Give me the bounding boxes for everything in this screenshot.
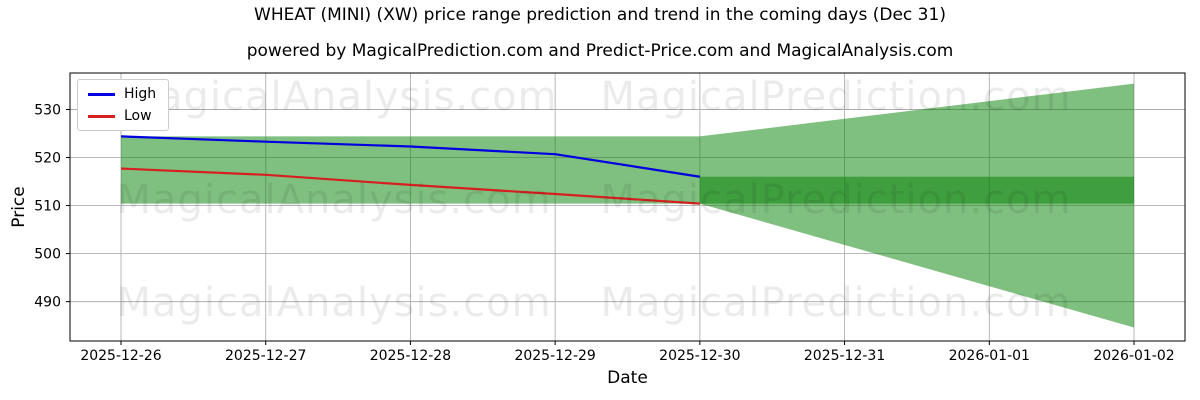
y-tick-label: 530 xyxy=(34,103,61,119)
x-axis-label: Date xyxy=(607,368,648,388)
y-tick-label: 520 xyxy=(34,151,61,167)
series-line-low xyxy=(120,167,700,205)
legend-label-high: High xyxy=(124,86,157,102)
legend-line-high xyxy=(88,92,115,96)
x-tick-label: 2025-12-29 xyxy=(514,348,595,364)
x-tick-label: 2025-12-26 xyxy=(80,348,161,364)
watermark-text: MagicalAnalysis.com xyxy=(116,177,552,223)
watermark-text: MagicalPrediction.com xyxy=(600,280,1072,326)
x-tick-label: 2026-01-01 xyxy=(949,348,1030,364)
x-tick-label: 2026-01-02 xyxy=(1093,348,1174,364)
chart-subtitle: powered by MagicalPrediction.com and Pre… xyxy=(246,41,954,61)
watermark-text: MagicalAnalysis.com xyxy=(116,280,552,326)
x-tick-label: 2025-12-31 xyxy=(804,348,885,364)
y-tick-label: 500 xyxy=(34,247,61,263)
legend-line-low xyxy=(88,114,115,118)
legend-item-high: High xyxy=(88,87,156,101)
watermark-text: MagicalPrediction.com xyxy=(600,74,1072,120)
series-line-high xyxy=(120,135,701,178)
y-axis-label: Price xyxy=(9,186,29,228)
legend-label-low: Low xyxy=(124,108,152,124)
chart-title: WHEAT (MINI) (XW) price range prediction… xyxy=(254,5,946,25)
legend-item-low: Low xyxy=(88,109,156,123)
plot-border xyxy=(69,72,1186,342)
watermark-text: MagicalAnalysis.com xyxy=(122,74,558,120)
x-tick-label: 2025-12-27 xyxy=(225,348,306,364)
y-tick-label: 490 xyxy=(34,295,61,311)
watermark-text: MagicalPrediction.com xyxy=(600,177,1072,223)
legend: High Low xyxy=(77,79,170,131)
y-tick-label: 510 xyxy=(34,199,61,215)
trend-band xyxy=(699,176,1134,204)
x-tick-label: 2025-12-30 xyxy=(659,348,740,364)
x-tick-label: 2025-12-28 xyxy=(370,348,451,364)
